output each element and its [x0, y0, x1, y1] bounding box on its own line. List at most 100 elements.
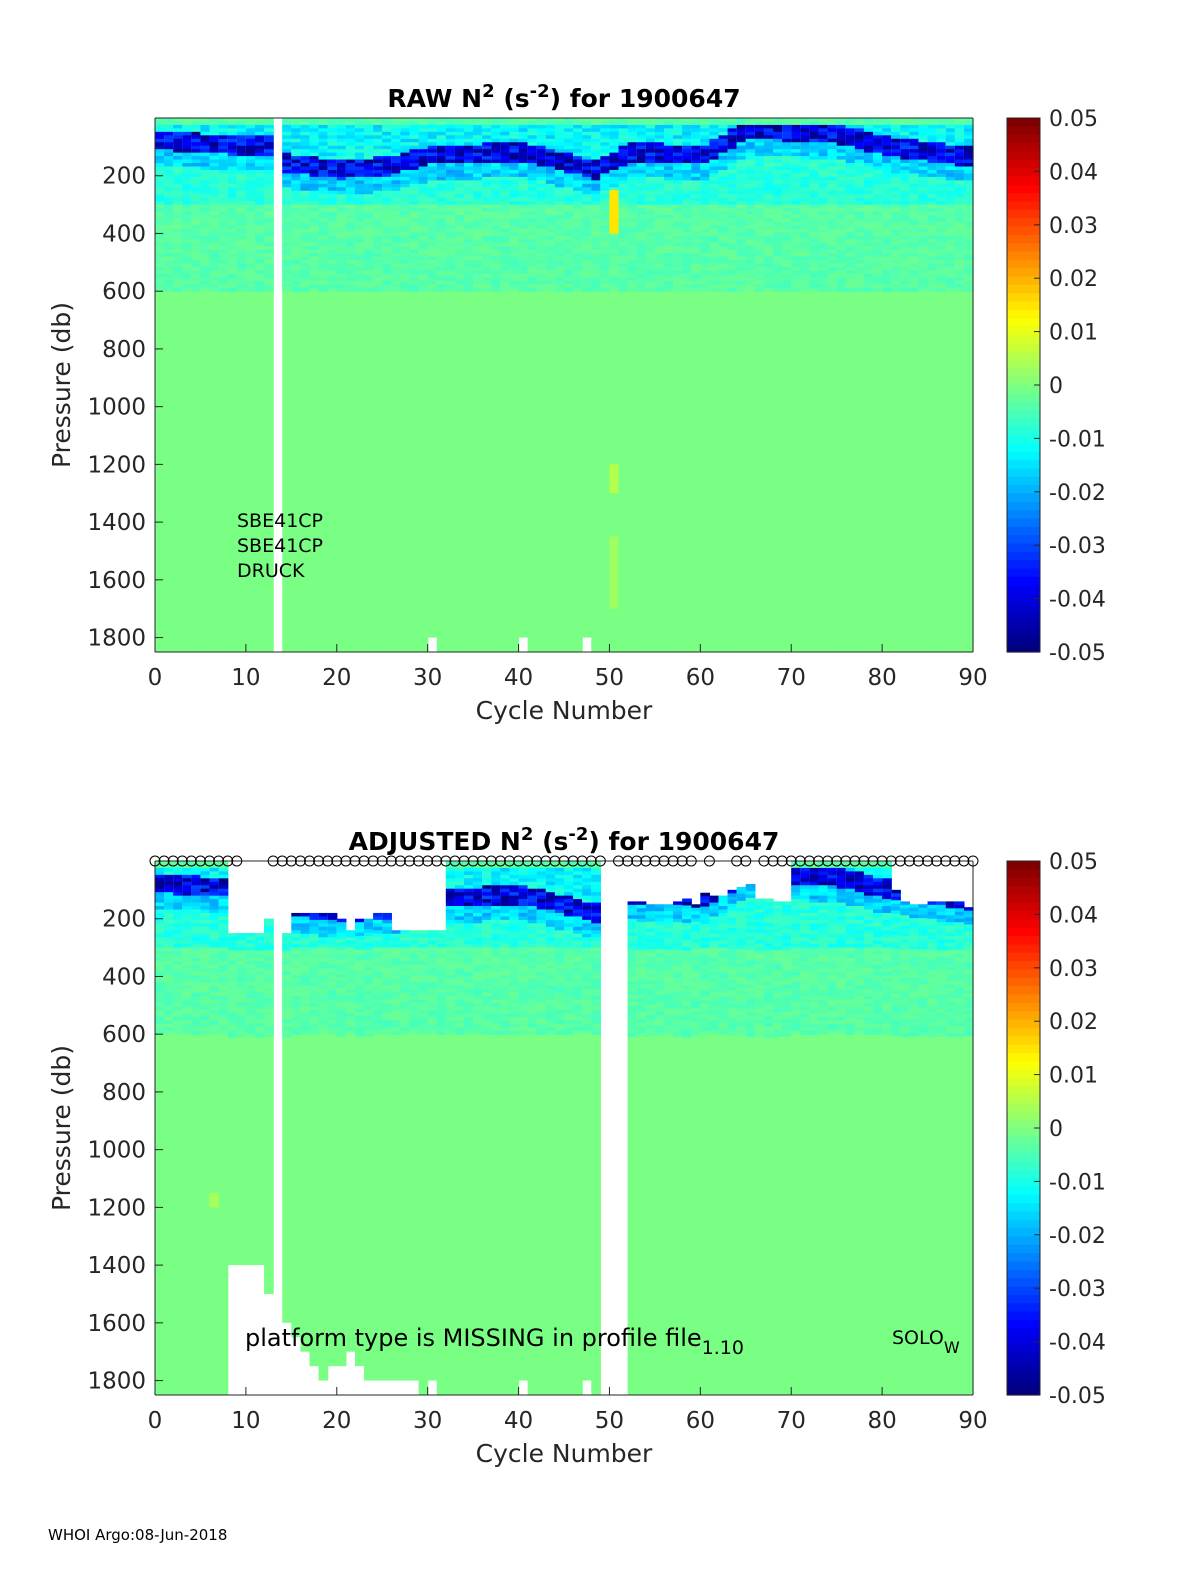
heatmap-cell — [854, 166, 865, 171]
heatmap-cell — [473, 260, 483, 265]
heatmap-cell — [691, 169, 701, 175]
heatmap-cell — [954, 249, 965, 254]
heatmap-cell — [191, 989, 202, 994]
heatmap-cell — [636, 263, 647, 268]
heatmap-cell — [336, 260, 347, 265]
heatmap-cell — [827, 128, 838, 133]
heatmap-cell — [936, 256, 947, 261]
heatmap-cell — [909, 211, 920, 216]
heatmap-cell — [627, 135, 638, 140]
heatmap-cell — [464, 260, 474, 265]
heatmap-cell — [509, 228, 520, 233]
heatmap-cell — [745, 256, 756, 261]
heatmap-cell — [309, 131, 320, 136]
heatmap-cell — [954, 197, 965, 202]
heatmap-cell — [354, 183, 365, 188]
heatmap-cell — [409, 152, 420, 157]
heatmap-cell — [809, 131, 820, 136]
heatmap-cell — [564, 173, 574, 178]
heatmap-cell — [627, 124, 638, 129]
heatmap-cell — [282, 287, 292, 292]
heatmap-cell — [600, 277, 611, 282]
heatmap-cell — [818, 287, 829, 292]
heatmap-cell — [191, 940, 202, 945]
heatmap-cell — [191, 975, 202, 980]
heatmap-cell — [482, 121, 492, 126]
heatmap-cell — [618, 277, 629, 282]
heatmap-cell — [173, 961, 183, 966]
heatmap-cell — [182, 211, 192, 216]
heatmap-cell — [573, 194, 583, 199]
heatmap-cell — [518, 149, 529, 154]
heatmap-cell — [527, 118, 538, 652]
heatmap-cell — [518, 142, 529, 147]
heatmap-cell — [736, 180, 747, 185]
heatmap-cell — [718, 225, 729, 230]
heatmap-cell — [364, 124, 374, 129]
heatmap-cell — [773, 249, 783, 254]
heatmap-cell — [827, 173, 838, 178]
heatmap-cell — [682, 253, 692, 258]
heatmap-cell — [282, 152, 292, 157]
heatmap-cell — [663, 145, 674, 150]
heatmap-cell — [954, 225, 965, 230]
heatmap-cell — [554, 270, 565, 275]
colorbar-segment — [1007, 476, 1040, 486]
heatmap-cell — [164, 871, 174, 876]
heatmap-cell — [300, 197, 311, 202]
heatmap-cell — [173, 1013, 183, 1018]
heatmap-cell — [509, 253, 520, 258]
heatmap-cell — [818, 131, 829, 136]
heatmap-cell — [509, 135, 520, 140]
heatmap-cell — [636, 187, 647, 192]
heatmap-cell — [754, 128, 765, 133]
heatmap-cell — [745, 156, 756, 161]
heatmap-cell — [845, 159, 856, 164]
heatmap-cell — [473, 242, 483, 247]
heatmap-cell — [300, 235, 311, 240]
heatmap-cell — [845, 121, 856, 126]
heatmap-cell — [818, 145, 829, 150]
heatmap-cell — [473, 118, 483, 123]
heatmap-cell — [536, 235, 547, 240]
heatmap-cell — [200, 871, 211, 876]
heatmap-cell — [300, 142, 311, 147]
heatmap-cell — [573, 211, 583, 216]
heatmap-cell — [936, 204, 947, 209]
heatmap-cell — [636, 249, 647, 254]
heatmap-cell — [927, 131, 938, 136]
heatmap-cell — [527, 239, 538, 244]
heatmap-cell — [600, 145, 611, 150]
heatmap-cell — [782, 232, 792, 237]
heatmap-cell — [773, 260, 783, 265]
heatmap-cell — [454, 131, 465, 136]
heatmap-cell — [763, 263, 774, 268]
heatmap-cell — [691, 263, 701, 268]
heatmap-cell — [254, 149, 265, 154]
heatmap-cell — [954, 183, 965, 188]
heatmap-cell — [682, 131, 692, 136]
heatmap-cell — [191, 273, 202, 278]
heatmap-cell — [391, 138, 401, 143]
heatmap-cell — [564, 232, 574, 237]
heatmap-cell — [373, 242, 383, 247]
heatmap-cell — [800, 225, 810, 230]
heatmap-cell — [654, 131, 665, 136]
heatmap-cell — [200, 885, 211, 890]
heatmap-cell — [827, 176, 838, 181]
heatmap-cell — [236, 280, 247, 285]
heatmap-cell — [636, 260, 647, 265]
heatmap-cell — [727, 284, 738, 289]
heatmap-cell — [591, 246, 601, 251]
heatmap-cell — [200, 208, 211, 213]
heatmap-cell — [818, 118, 829, 123]
heatmap-cell — [254, 242, 265, 247]
heatmap-cell — [191, 930, 202, 935]
heatmap-cell — [318, 183, 329, 188]
heatmap-cell — [527, 249, 538, 254]
heatmap-cell — [155, 142, 165, 147]
heatmap-cell — [800, 156, 810, 161]
heatmap-cell — [209, 156, 220, 161]
heatmap-cell — [782, 152, 792, 157]
heatmap-cell — [418, 194, 429, 199]
